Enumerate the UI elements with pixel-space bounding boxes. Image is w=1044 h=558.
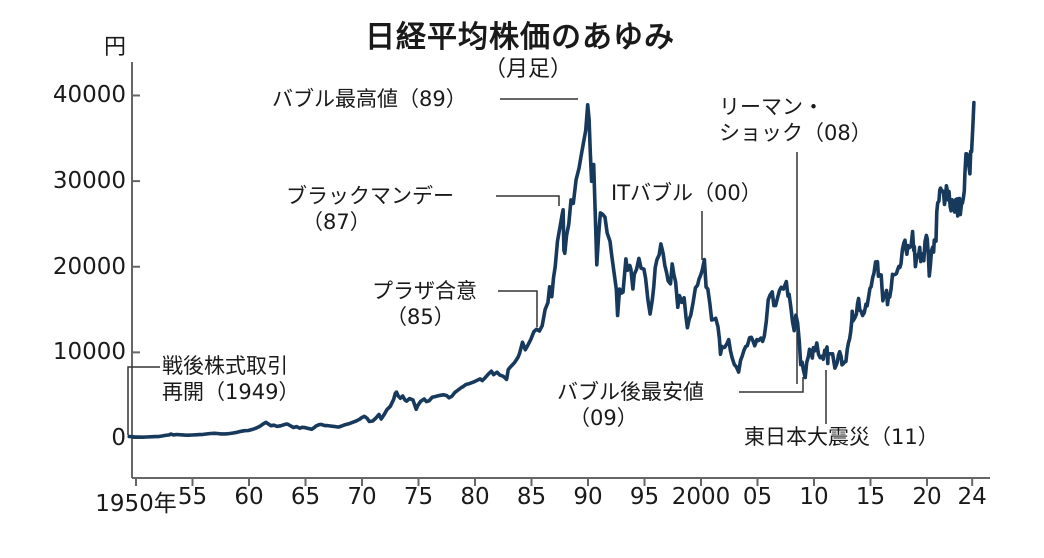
x-tick-label: 05 [742,484,773,510]
annotation-text: 東日本大震災（11） [744,425,939,449]
annotation-text: 戦後株式取引 [162,354,288,378]
annotation-text: プラザ合意 [372,279,477,303]
chart-subtitle-monthly: （月足） [483,57,573,82]
annotation-text: バブル後最安値 [557,380,704,404]
x-tick-label: 70 [347,484,377,510]
y-tick-label: 10000 [52,339,126,366]
annotation-text: 再開（1949） [162,380,300,404]
connector-black-monday [496,195,560,206]
annotation-bubble-peak: バブル最高値（89） [272,86,467,112]
annotation-text: リーマン・ [719,95,824,119]
annotation-text: バブル最高値（89） [272,87,467,111]
x-tick-label: 95 [629,484,660,510]
x-tick-label: 2000 [671,484,731,510]
y-tick-label: 40000 [52,82,126,109]
annotation-postwar-trading-restart: 戦後株式取引 再開（1949） [162,353,299,405]
connector-postwar [127,366,160,435]
axes [131,62,990,479]
annotation-post-bubble-low: バブル後最安値 （09） [557,379,704,431]
x-tick-label: 80 [460,484,490,510]
annotation-text: ITバブル（00） [611,181,762,205]
x-tick-label: 75 [403,484,434,510]
annotation-text: ブラックマンデー [286,184,454,208]
annotation-connector-lines [127,98,827,435]
x-tick-label: 15 [855,484,886,510]
annotation-text: （85） [386,305,455,329]
nikkei-price-line [127,100,976,439]
x-tick-label: 90 [573,484,603,510]
axis-ticks [132,94,974,486]
annotation-black-monday: ブラックマンデー （87） [286,183,454,235]
annotation-text: ショック（08） [719,121,872,145]
x-tick-label: 24 [957,484,987,510]
x-tick-label: 85 [516,484,547,510]
annotation-lehman-shock: リーマン・ ショック（08） [719,94,872,146]
y-axis-unit-yen: 円 [103,35,126,60]
x-tick-label: 65 [290,484,321,510]
annotation-plaza-accord: プラザ合意 （85） [372,278,477,330]
annotation-tohoku-earthquake: 東日本大震災（11） [744,424,939,450]
annotation-text: （87） [302,210,371,234]
y-tick-label: 20000 [52,253,126,280]
annotation-text: （09） [569,406,638,430]
y-tick-label: 0 [111,425,126,451]
chart-title: 日経平均株価のあゆみ [365,20,675,55]
x-tick-label: 1950年 [95,491,177,517]
x-tick-label: 55 [177,484,208,510]
connector-plaza [498,290,538,327]
x-tick-label: 10 [799,484,829,510]
connector-post-bubble-low [739,377,804,393]
annotation-it-bubble: ITバブル（00） [611,180,762,206]
x-tick-label: 20 [912,484,942,510]
x-tick-label: 60 [234,484,264,510]
y-tick-label: 30000 [52,168,126,195]
